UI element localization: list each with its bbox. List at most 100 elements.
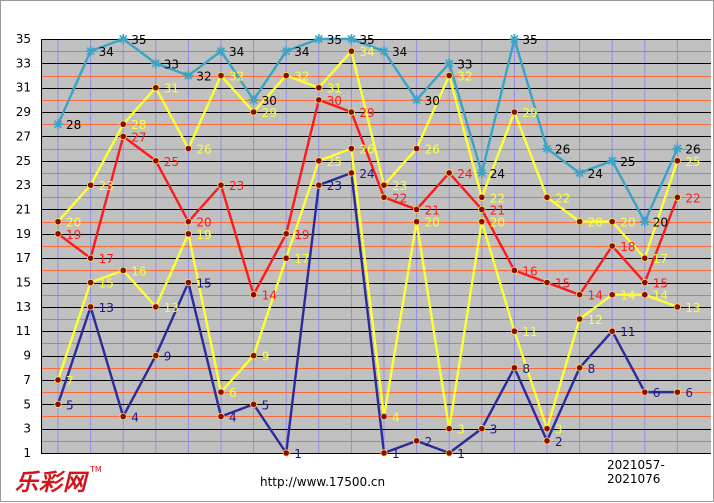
series-1-data-label: 35 [327, 33, 342, 47]
series-2-point [641, 254, 649, 262]
series-1-point [574, 167, 585, 178]
series-2-point [380, 181, 388, 189]
series-3-data-label: 16 [522, 264, 537, 278]
series-5-point [608, 327, 616, 335]
series-4-point [87, 278, 95, 287]
series-4-data-label: 4 [392, 410, 400, 424]
series-3-point [478, 205, 486, 214]
y-tick-label: 31 [16, 81, 31, 95]
series-3-data-label: 20 [196, 216, 211, 230]
y-tick-label: 7 [23, 373, 31, 387]
series-3-point [641, 278, 649, 287]
y-tick-label: 1 [23, 446, 31, 460]
series-3-point [543, 278, 551, 287]
series-4-point [315, 157, 323, 165]
series-4-point [282, 254, 290, 262]
series-1-data-label: 32 [196, 70, 211, 84]
series-5-data-label: 2 [555, 435, 563, 449]
series-4-point [347, 144, 355, 153]
series-1-data-label: 33 [164, 57, 179, 71]
series-2-point [478, 193, 486, 201]
series-2-data-label: 26 [196, 143, 211, 157]
series-1-data-label: 34 [392, 45, 407, 59]
y-tick-label: 15 [16, 276, 31, 290]
series-4-data-label: 25 [327, 155, 342, 169]
series-5-line [56, 171, 678, 455]
series-4-data-label: 14 [653, 289, 668, 303]
y-tick-label: 11 [16, 324, 31, 338]
series-2-point [250, 108, 258, 116]
y-tick-label: 25 [16, 154, 31, 168]
series-5-point [347, 169, 355, 177]
series-3-point [119, 132, 127, 141]
y-tick-label: 9 [23, 349, 31, 363]
series-1-data-label: 25 [620, 155, 635, 169]
series-3-data-label: 27 [131, 130, 146, 144]
series-2-data-label: 23 [99, 179, 114, 193]
series-2-point [184, 144, 192, 153]
series-1-point [313, 34, 324, 44]
series-2-data-label: 25 [685, 155, 700, 169]
series-1-point [216, 46, 226, 57]
series-4-data-label: 13 [164, 301, 179, 315]
series-2-data-label: 17 [653, 252, 668, 266]
series-5-point [575, 364, 584, 372]
series-5-data-label: 1 [457, 447, 465, 461]
series-2-point [510, 108, 519, 116]
series-5-data-label: 2 [425, 435, 433, 449]
series-3-point [184, 218, 192, 226]
series-1-point [346, 34, 357, 44]
series-4-point [412, 218, 421, 226]
y-tick-label: 17 [16, 251, 31, 265]
series-5-point [543, 437, 551, 445]
series-5-point [282, 449, 290, 457]
series-3-data-label: 29 [359, 106, 374, 120]
series-4-point [380, 412, 388, 421]
brand-logo: 乐彩网 [15, 469, 87, 496]
trademark-mark: TM [90, 465, 102, 474]
series-1-data-label: 30 [425, 94, 440, 108]
series-3-data-label: 14 [588, 289, 603, 303]
series-3-point [510, 266, 519, 274]
series-5-data-label: 4 [229, 410, 237, 424]
series-1-point [379, 46, 389, 57]
series-3-point [412, 205, 421, 214]
series-1-point [150, 58, 161, 69]
series-1-point [607, 155, 618, 166]
series-4-point [250, 351, 258, 360]
series-1-data-label: 24 [490, 167, 505, 181]
series-5-data-label: 4 [131, 410, 139, 424]
series-4-point [54, 376, 62, 384]
series-2-data-label: 32 [457, 70, 472, 84]
series-5-point [412, 437, 421, 445]
series-4-point [152, 303, 160, 311]
series-5-point [673, 388, 682, 396]
y-tick-label: 3 [23, 422, 31, 436]
series-1-point [85, 46, 96, 57]
series-5-data-label: 8 [588, 362, 596, 376]
series-4-point [478, 218, 486, 226]
series-5-data-label: 5 [262, 398, 270, 412]
series-3-point [282, 230, 290, 238]
series-1-point [411, 94, 422, 105]
series-5-point [87, 303, 95, 311]
series-2-data-label: 22 [490, 191, 505, 205]
series-2-point [673, 157, 682, 165]
y-tick-label: 35 [16, 32, 31, 46]
series-2-point [412, 144, 421, 153]
series-2-data-label: 20 [588, 216, 603, 230]
series-1-point [53, 119, 63, 130]
series-4-data-label: 3 [457, 423, 465, 437]
series-1-point [118, 34, 129, 44]
series-5-point [641, 388, 649, 396]
series-1-data-label: 30 [262, 94, 277, 108]
series-2-point [54, 218, 62, 226]
y-tick-label: 5 [23, 397, 31, 411]
series-1-point [476, 167, 487, 178]
series-1-data-label: 26 [685, 143, 700, 157]
series-3-point [315, 96, 323, 104]
series-3-data-label: 18 [620, 240, 635, 254]
series-4-point [119, 266, 127, 274]
series-1-data-label: 35 [522, 33, 537, 47]
